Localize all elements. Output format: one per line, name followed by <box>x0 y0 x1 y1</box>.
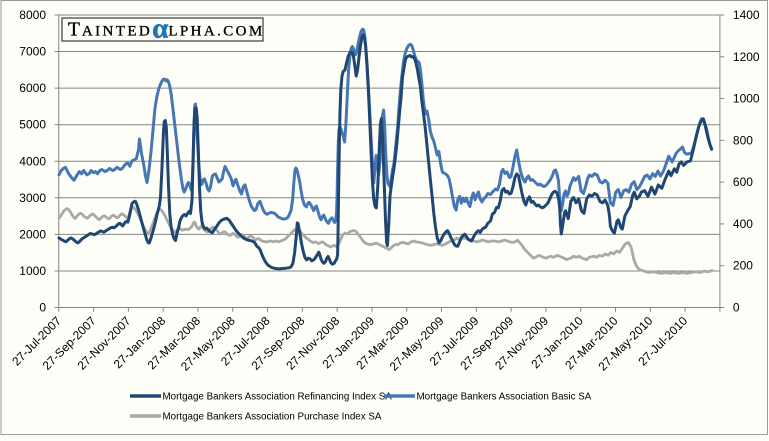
svg-text:0: 0 <box>733 301 740 315</box>
svg-text:3000: 3000 <box>19 191 46 205</box>
svg-text:1000: 1000 <box>733 92 760 106</box>
svg-text:Mortgage Bankers Association B: Mortgage Bankers Association Basic SA <box>417 392 592 403</box>
svg-text:0: 0 <box>39 301 46 315</box>
svg-text:6000: 6000 <box>19 81 46 95</box>
svg-text:7000: 7000 <box>19 45 46 59</box>
svg-text:800: 800 <box>733 133 753 147</box>
svg-text:1200: 1200 <box>733 50 760 64</box>
svg-text:Mortgage Bankers Association P: Mortgage Bankers Association Purchase In… <box>163 412 382 423</box>
svg-text:Mortgage Bankers Association R: Mortgage Bankers Association Refinancing… <box>163 392 393 403</box>
svg-text:1400: 1400 <box>733 8 760 22</box>
svg-text:200: 200 <box>733 259 753 273</box>
svg-text:600: 600 <box>733 175 753 189</box>
svg-text:1000: 1000 <box>19 264 46 278</box>
svg-text:8000: 8000 <box>19 8 46 22</box>
svg-text:4000: 4000 <box>19 154 46 168</box>
svg-text:2000: 2000 <box>19 227 46 241</box>
svg-text:5000: 5000 <box>19 118 46 132</box>
svg-text:400: 400 <box>733 217 753 231</box>
